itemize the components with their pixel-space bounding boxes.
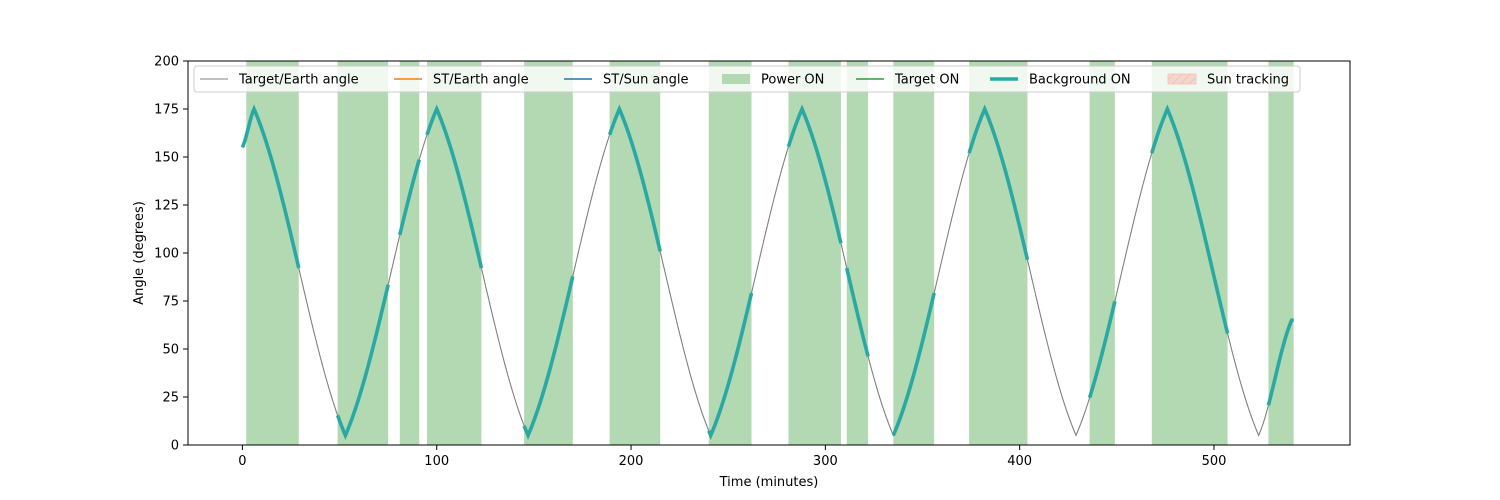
legend: Target/Earth angle ST/Earth angle ST/Sun a…	[193, 65, 1301, 93]
power-on-band-9	[893, 61, 935, 445]
legend-label: ST/Earth angle	[433, 73, 529, 88]
y-tick-label: 100	[154, 247, 179, 262]
x-tick-label: 200	[619, 454, 644, 469]
legend-item-target-earth: Target/Earth angle	[200, 73, 359, 88]
power-on-band-8	[846, 61, 869, 445]
legend-label: Sun tracking	[1207, 73, 1289, 88]
legend-item-target-on: Target ON	[856, 73, 959, 88]
y-tick-label: 200	[154, 55, 179, 70]
power-on-band-6	[708, 61, 752, 445]
y-axis: 0 25 50 75 100 125 150 175 200	[154, 55, 188, 454]
background-on-segment-10	[967, 104, 1030, 261]
legend-item-sun-tracking: Sun tracking	[1167, 73, 1289, 88]
background-on-segment-6	[707, 292, 754, 440]
legend-label: ST/Sun angle	[603, 73, 689, 88]
y-tick-label: 175	[154, 103, 179, 118]
legend-item-background-on: Background ON	[990, 73, 1131, 88]
background-on-segment-0	[240, 104, 301, 269]
legend-item-power-on: Power ON	[722, 73, 824, 88]
background-on-segment-12	[1150, 104, 1230, 334]
background-on-segment-5	[607, 104, 662, 252]
power-on-band-12	[1151, 61, 1228, 445]
x-tick-label: 100	[424, 454, 449, 469]
y-tick-label: 50	[162, 343, 179, 358]
background-on-segment-4	[522, 275, 575, 441]
legend-label: Power ON	[761, 73, 824, 88]
y-tick-label: 75	[162, 295, 179, 310]
y-tick-label: 125	[154, 199, 179, 214]
power-on-band-10	[969, 61, 1028, 445]
legend-item-st-sun: ST/Sun angle	[564, 73, 689, 88]
x-axis: 0 100 200 300 400 500	[238, 445, 1226, 469]
background-on-segment-2	[398, 159, 421, 236]
legend-swatch	[722, 74, 750, 84]
legend-label: Target ON	[894, 73, 959, 88]
background-on-segment-7	[786, 104, 843, 244]
background-on-segment-8	[844, 267, 870, 357]
background-on-segment-11	[1087, 300, 1117, 399]
y-tick-label: 150	[154, 151, 179, 166]
legend-label: Background ON	[1029, 73, 1131, 88]
background-on-segment-9	[891, 292, 936, 437]
power-on-band-4	[524, 61, 573, 445]
power-on-band-0	[246, 61, 299, 445]
x-tick-label: 300	[813, 454, 838, 469]
y-axis-label: Angle (degrees)	[132, 201, 147, 305]
background-on-segment-13	[1266, 318, 1294, 406]
x-tick-label: 0	[238, 454, 246, 469]
legend-swatch	[1167, 73, 1197, 85]
x-tick-label: 500	[1202, 454, 1227, 469]
power-on-bands	[246, 61, 1294, 445]
background-on-series	[240, 104, 1294, 441]
background-on-segment-3	[425, 104, 484, 269]
power-on-band-3	[427, 61, 482, 445]
x-tick-label: 400	[1007, 454, 1032, 469]
x-axis-label: Time (minutes)	[719, 475, 819, 490]
legend-item-st-earth: ST/Earth angle	[394, 73, 529, 88]
power-on-band-2	[399, 61, 420, 445]
legend-label: Target/Earth angle	[238, 73, 359, 88]
background-on-segment-1	[335, 284, 390, 440]
y-tick-label: 25	[162, 391, 179, 406]
y-tick-label: 0	[171, 439, 179, 454]
power-on-band-5	[609, 61, 661, 445]
